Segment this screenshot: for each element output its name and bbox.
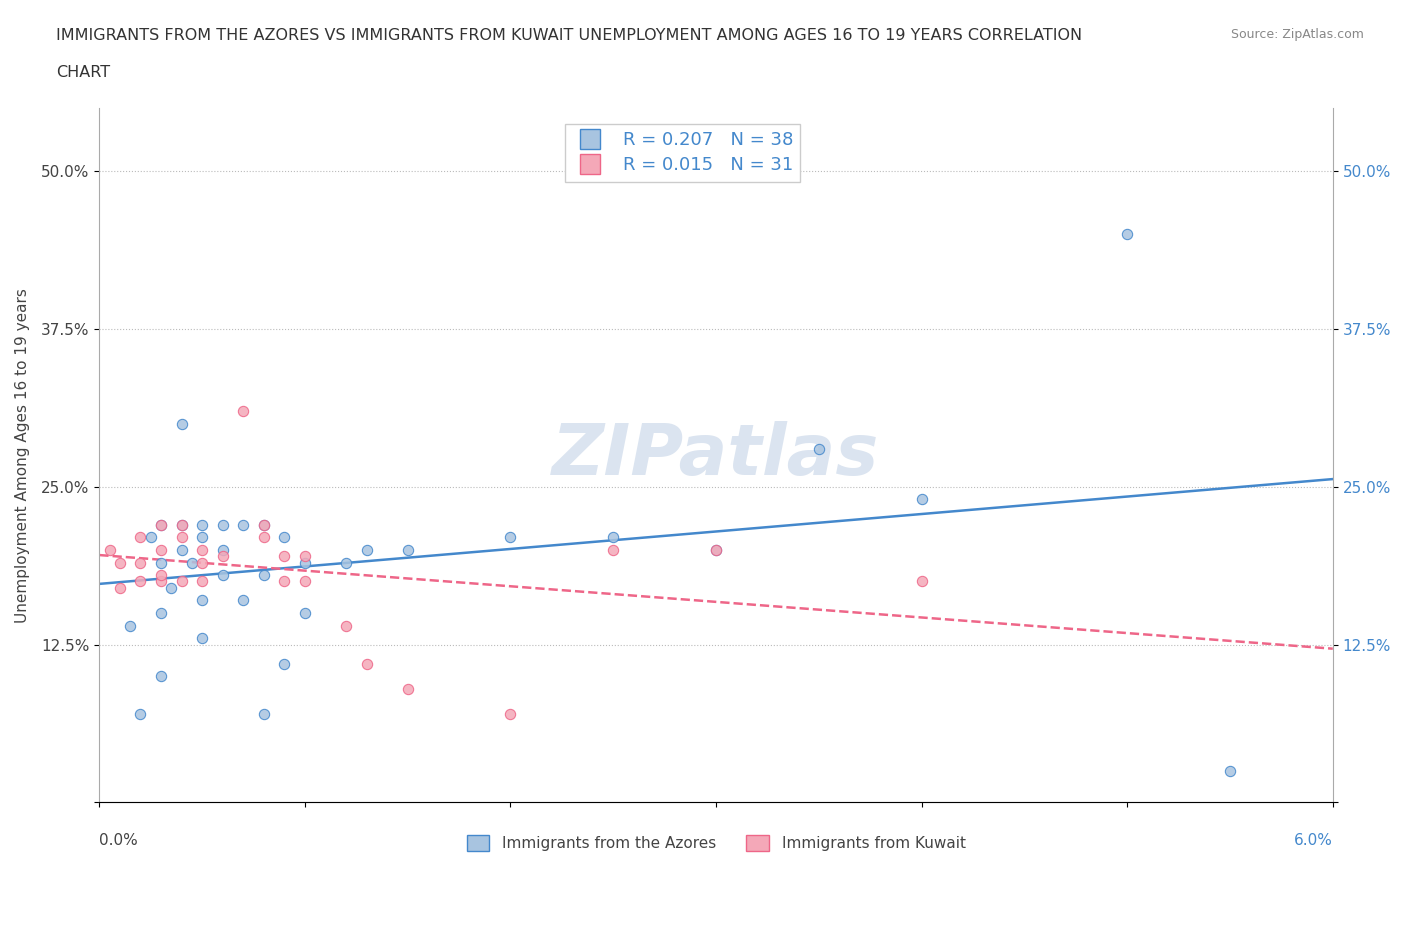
Point (180, 555, 202, 570)
Point (129, 555, 152, 570)
Point (170, 417, 193, 432)
Point (150, 574, 173, 589)
Point (211, 567, 233, 582)
Text: CHART: CHART (56, 65, 110, 80)
Point (294, 574, 316, 589)
Point (170, 517, 193, 532)
Text: 0.0%: 0.0% (100, 833, 138, 848)
Point (129, 530, 152, 545)
Point (294, 555, 316, 570)
Point (294, 605, 316, 620)
Point (910, 492, 932, 507)
Point (160, 580, 183, 595)
Point (910, 574, 932, 589)
Point (150, 669, 173, 684)
Point (273, 530, 295, 545)
Point (232, 517, 254, 532)
Point (170, 530, 193, 545)
Point (232, 404, 254, 418)
Point (335, 618, 357, 633)
Point (1219, 764, 1241, 778)
Point (253, 707, 276, 722)
Point (129, 574, 152, 589)
Point (150, 542, 173, 557)
Point (232, 593, 254, 608)
Point (170, 542, 193, 557)
Point (253, 530, 276, 545)
Point (191, 574, 214, 589)
Point (211, 542, 233, 557)
Point (139, 530, 162, 545)
Point (253, 517, 276, 532)
Point (294, 549, 316, 564)
Point (273, 574, 295, 589)
Point (499, 707, 522, 722)
Point (704, 542, 727, 557)
Point (396, 542, 419, 557)
Point (191, 542, 214, 557)
Point (108, 580, 131, 595)
Point (191, 517, 214, 532)
Point (211, 549, 233, 564)
Point (253, 567, 276, 582)
Point (807, 442, 830, 457)
Point (602, 530, 624, 545)
Point (602, 542, 624, 557)
Point (129, 707, 152, 722)
Point (704, 542, 727, 557)
Point (170, 517, 193, 532)
Point (150, 517, 173, 532)
Point (1116, 227, 1139, 242)
Point (335, 555, 357, 570)
Point (150, 555, 173, 570)
Point (150, 567, 173, 582)
Point (150, 517, 173, 532)
Point (273, 656, 295, 671)
Text: 6.0%: 6.0% (1294, 833, 1333, 848)
Legend: Immigrants from the Azores, Immigrants from Kuwait: Immigrants from the Azores, Immigrants f… (460, 829, 972, 857)
Point (356, 542, 378, 557)
Point (191, 631, 214, 645)
Text: ZIPatlas: ZIPatlas (553, 420, 880, 490)
Point (396, 682, 419, 697)
Point (356, 656, 378, 671)
Text: Source: ZipAtlas.com: Source: ZipAtlas.com (1230, 28, 1364, 41)
Text: IMMIGRANTS FROM THE AZORES VS IMMIGRANTS FROM KUWAIT UNEMPLOYMENT AMONG AGES 16 : IMMIGRANTS FROM THE AZORES VS IMMIGRANTS… (56, 28, 1083, 43)
Point (120, 618, 142, 633)
Point (211, 517, 233, 532)
Point (191, 593, 214, 608)
Point (98, 542, 121, 557)
Y-axis label: Unemployment Among Ages 16 to 19 years: Unemployment Among Ages 16 to 19 years (15, 287, 30, 622)
Point (499, 530, 522, 545)
Point (191, 555, 214, 570)
Point (273, 549, 295, 564)
Point (170, 574, 193, 589)
Point (150, 605, 173, 620)
Point (108, 555, 131, 570)
Point (253, 517, 276, 532)
Point (191, 530, 214, 545)
